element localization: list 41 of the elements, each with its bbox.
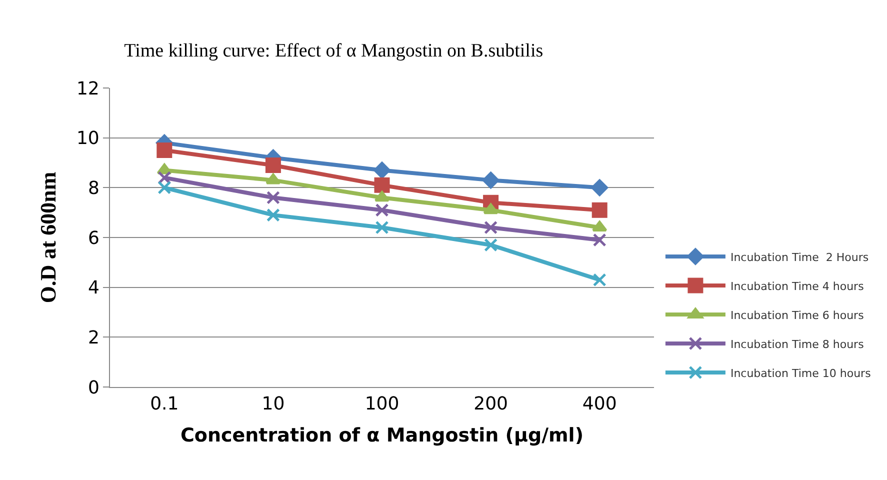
y-tick-label: 4 — [88, 278, 100, 299]
x-tick-label: 100 — [364, 394, 400, 415]
point — [158, 180, 172, 194]
point — [484, 238, 498, 252]
text: Incubation Time 10 hours — [730, 366, 872, 380]
text: Incubation Time 2 Hours — [730, 250, 869, 264]
point — [592, 220, 608, 232]
point — [266, 173, 281, 184]
x-tick-label: 400 — [582, 394, 617, 415]
point — [484, 220, 498, 234]
point — [592, 233, 606, 247]
y-tick-label: 6 — [88, 228, 100, 249]
text: Incubation Time 4 hours — [730, 280, 864, 293]
point — [156, 142, 172, 158]
point — [374, 190, 390, 202]
x-axis-title: Concentration of α Mangostin (µg/ml) — [180, 424, 584, 446]
point — [266, 208, 280, 222]
point — [374, 177, 390, 193]
y-tick-label: 8 — [88, 178, 100, 199]
chart-title: Time killing curve: Effect of α Mangostin on B.subtilis — [124, 40, 544, 62]
point — [265, 157, 281, 173]
x-tick-label: 10 — [262, 394, 285, 415]
text: Incubation Time 8 hours — [730, 338, 864, 351]
text: Incubation Time 6 hours — [730, 308, 864, 322]
point — [482, 172, 500, 189]
y-axis-title: O.D at 600nm — [35, 172, 60, 304]
point — [266, 190, 280, 204]
point — [592, 273, 606, 287]
point — [592, 202, 608, 218]
x-tick-label: 0.1 — [150, 394, 179, 415]
point — [375, 220, 389, 234]
x-tick-label: 200 — [474, 394, 508, 415]
point — [591, 179, 608, 196]
y-tick-label: 2 — [88, 327, 100, 348]
point — [483, 203, 498, 214]
point — [158, 170, 172, 184]
point — [375, 203, 389, 217]
y-tick-label: 0 — [88, 377, 100, 398]
y-tick-label: 12 — [76, 78, 100, 100]
point — [374, 162, 390, 179]
y-tick-label: 10 — [76, 128, 100, 150]
